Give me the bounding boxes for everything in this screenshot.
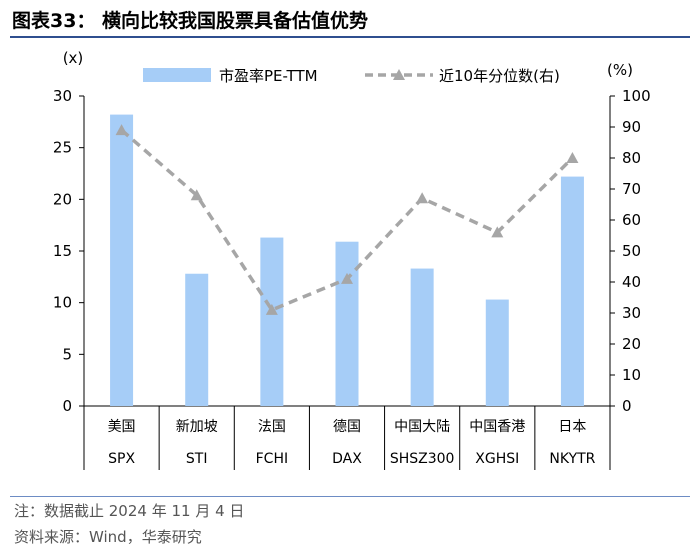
category-code-label: SPX: [108, 451, 135, 467]
legend-bar-label: 市盈率PE-TTM: [219, 67, 318, 85]
bar: [260, 237, 284, 406]
right-tick-label: 90: [622, 118, 641, 136]
line-point: [190, 189, 203, 201]
legend-line-marker: [393, 69, 405, 80]
left-axis-unit: (x): [63, 49, 84, 67]
line-point: [416, 192, 429, 204]
category-label: 法国: [258, 419, 286, 435]
right-tick-label: 60: [622, 211, 641, 229]
line-point: [115, 124, 128, 136]
left-tick-label: 30: [53, 87, 72, 105]
category-label: 中国香港: [469, 419, 525, 435]
right-tick-label: 0: [622, 397, 632, 415]
note-date: 注：数据截止 2024 年 11 月 4 日: [14, 502, 245, 520]
bar: [110, 114, 134, 406]
right-tick-label: 40: [622, 273, 641, 291]
legend: 市盈率PE-TTM 近10年分位数(右): [143, 67, 560, 85]
right-tick-label: 20: [622, 335, 641, 353]
category-label: 德国: [333, 419, 361, 435]
line-point: [341, 272, 353, 284]
line-point: [491, 226, 504, 238]
right-axis-unit: (%): [607, 61, 633, 79]
category-code-label: SHSZ300: [390, 451, 455, 467]
left-tick-label: 15: [53, 242, 72, 260]
category-code-label: FCHI: [256, 451, 288, 467]
bar: [185, 273, 209, 406]
category-label: 美国: [108, 419, 136, 435]
category-label: 日本: [558, 419, 586, 435]
bar: [335, 241, 359, 406]
chart-title: 图表33： 横向比较我国股票具备估值优势: [12, 10, 369, 32]
bar: [560, 176, 584, 406]
left-tick-label: 25: [53, 139, 72, 157]
left-tick-label: 10: [53, 294, 72, 312]
category-labels: 美国 新加坡 法国 德国 中国大陆 中国香港 日本 SPX STI FCHI DAX SHSZ300 X…: [83, 406, 611, 470]
category-label: 新加坡: [176, 419, 218, 435]
category-code-label: STI: [186, 451, 208, 467]
category-label: 中国大陆: [394, 419, 450, 435]
footer-rule: [10, 496, 690, 497]
left-tick-label: 5: [62, 345, 72, 363]
left-tick-label: 20: [53, 190, 72, 208]
right-tick-label: 30: [622, 304, 641, 322]
bar: [410, 268, 434, 406]
line-point: [566, 152, 579, 163]
category-code-label: DAX: [332, 451, 362, 467]
right-tick-label: 80: [622, 149, 641, 167]
legend-line-label: 近10年分位数(右): [439, 67, 560, 85]
right-tick-label: 100: [622, 87, 651, 105]
category-code-label: XGHSI: [475, 451, 519, 467]
legend-bar-swatch: [143, 68, 211, 82]
bar-series: [110, 114, 584, 406]
line-series: [115, 124, 579, 315]
right-tick-label: 50: [622, 242, 641, 260]
category-code-label: NKYTR: [549, 451, 595, 467]
left-tick-label: 0: [62, 397, 72, 415]
title-rule: [10, 36, 690, 38]
right-tick-label: 70: [622, 180, 641, 198]
right-tick-label: 10: [622, 366, 641, 384]
line-point: [265, 303, 278, 315]
bar: [485, 299, 509, 406]
note-source: 资料来源：Wind，华泰研究: [14, 528, 202, 546]
